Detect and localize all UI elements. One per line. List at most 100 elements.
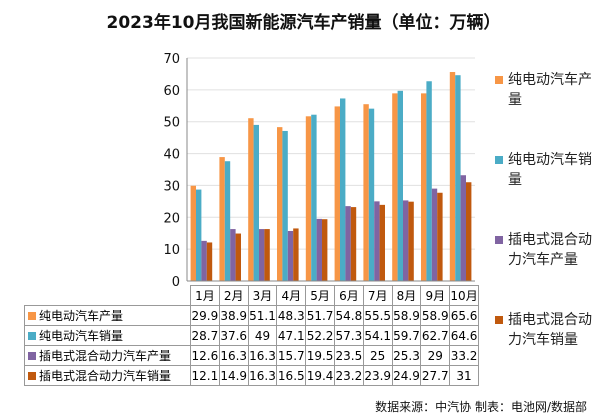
row-label: 纯电动汽车产量 (24, 305, 191, 326)
x-tick-label: 8月 (391, 285, 422, 306)
bar-2-10月 (455, 75, 461, 282)
legend-swatch-icon (28, 332, 36, 340)
x-tick-label: 7月 (362, 285, 393, 306)
x-tick-label: 1月 (190, 285, 220, 306)
row-label: 插电式混合动力汽车销量 (24, 365, 191, 386)
series-name: 纯电动汽车销量 (39, 329, 124, 343)
bar-4-6月 (350, 207, 357, 281)
bar-2-6月 (340, 98, 346, 281)
bar-4-10月 (466, 182, 472, 281)
bar-4-2月 (235, 233, 241, 281)
legend-label: 纯电动汽车销量 (508, 152, 592, 188)
bar-3-3月 (259, 229, 265, 281)
data-label: 23.9 (362, 365, 393, 386)
x-tick-label: 10月 (449, 285, 479, 306)
y-tick-label: 0 (172, 275, 180, 290)
data-label: 57.3 (333, 325, 364, 346)
x-tick-label: 5月 (305, 285, 335, 306)
data-label: 15.7 (276, 345, 307, 366)
data-label: 47.1 (276, 325, 307, 346)
y-tick-label: 10 (163, 243, 180, 258)
data-label: 16.3 (218, 345, 249, 366)
data-label: 52.2 (305, 325, 335, 346)
bar-3-5月 (316, 218, 322, 281)
data-label: 29.9 (190, 305, 220, 326)
bar-2-7月 (368, 108, 375, 281)
data-label: 51.7 (305, 305, 335, 326)
bar-1-2月 (219, 157, 225, 281)
data-label: 19.4 (305, 365, 335, 386)
data-label: 12.1 (190, 365, 220, 386)
row-label: 纯电动汽车销量 (24, 325, 191, 346)
y-tick-label: 50 (163, 116, 180, 131)
data-label: 25 (362, 345, 393, 366)
bar-2-1月 (196, 189, 202, 281)
data-label: 16.5 (276, 365, 307, 386)
bar-1-1月 (190, 185, 196, 281)
data-label: 37.6 (218, 325, 249, 346)
legend-item: 纯电动汽车产量 (495, 70, 605, 110)
y-tick-label: 60 (163, 84, 180, 99)
data-label: 23.2 (333, 365, 364, 386)
data-label: 58.9 (391, 305, 422, 326)
bar-4-8月 (408, 201, 414, 281)
data-label: 59.7 (391, 325, 422, 346)
table-row: 插电式混合动力汽车销量 12.1 14.9 16.3 16.5 19.4 23.2 23.9 2… (24, 365, 479, 386)
table-row: 纯电动汽车产量 29.9 38.9 51.1 48.3 51.7 54.8 55.5 58.9 5… (24, 305, 479, 326)
legend-swatch-icon (495, 316, 503, 324)
table-row: 插电式混合动力汽车产量 12.6 16.3 16.3 15.7 19.5 23.5 25 25.… (24, 345, 479, 366)
legend-item: 纯电动汽车销量 (495, 150, 605, 190)
x-tick-label: 3月 (247, 285, 278, 306)
legend-swatch-icon (495, 156, 503, 164)
bar-2-2月 (224, 161, 231, 281)
data-label: 23.5 (333, 345, 364, 366)
data-label: 29 (420, 345, 451, 366)
data-label: 27.7 (420, 365, 451, 386)
bar-3-2月 (230, 229, 236, 281)
bar-1-8月 (392, 93, 398, 282)
legend-swatch-icon (495, 236, 503, 244)
data-label: 33.2 (449, 345, 479, 366)
data-label: 58.9 (420, 305, 451, 326)
bar-1-4月 (277, 127, 283, 281)
y-tick-label: 20 (163, 211, 180, 226)
legend-item: 插电式混合动力汽车销量 (495, 310, 605, 350)
data-label: 65.6 (449, 305, 479, 326)
bar-4-7月 (379, 204, 385, 281)
bar-3-9月 (431, 188, 438, 281)
bar-2-4月 (282, 130, 288, 281)
x-tick-label: 2月 (218, 285, 249, 306)
bar-1-3月 (248, 118, 254, 282)
legend-swatch-icon (28, 372, 36, 380)
data-label: 55.5 (362, 305, 393, 326)
bar-3-6月 (345, 206, 351, 281)
bar-2-8月 (397, 90, 403, 281)
chart-title: 2023年10月我国新能源汽车产销量（单位：万辆） (106, 13, 501, 33)
legend-label: 纯电动汽车产量 (508, 72, 592, 108)
x-tick-label: 9月 (420, 285, 451, 306)
y-tick-label: 70 (163, 52, 180, 67)
bar-1-5月 (305, 116, 312, 281)
legend-swatch-icon (28, 312, 36, 320)
data-label: 12.6 (190, 345, 220, 366)
bar-2-3月 (253, 124, 259, 282)
series-name: 插电式混合动力汽车销量 (39, 369, 172, 383)
bar-3-4月 (287, 230, 294, 281)
data-label: 31 (449, 365, 479, 386)
bar-4-4月 (293, 228, 299, 281)
legend-item: 插电式混合动力汽车产量 (495, 230, 605, 270)
bar-1-7月 (363, 104, 369, 281)
bar-4-3月 (264, 229, 270, 281)
bar-1-10月 (449, 72, 456, 281)
table-corner (25, 286, 191, 306)
data-label: 38.9 (218, 305, 249, 326)
bar-4-1月 (206, 242, 213, 281)
table-header-row: 1月 2月 3月 4月 5月 6月 7月 8月 9月 10月 (25, 285, 479, 306)
bar-1-9月 (421, 93, 427, 282)
bar-4-9月 (437, 192, 443, 281)
row-label: 插电式混合动力汽车产量 (24, 345, 191, 366)
y-tick-label: 40 (163, 148, 180, 163)
legend-swatch-icon (495, 76, 503, 84)
